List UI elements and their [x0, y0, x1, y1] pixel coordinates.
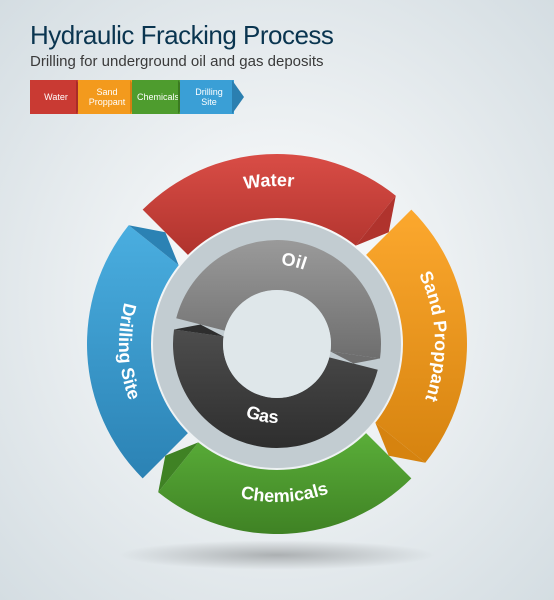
legend-label: SandProppant [89, 87, 126, 107]
page-subtitle: Drilling for underground oil and gas dep… [30, 53, 524, 70]
page-title: Hydraulic Fracking Process [30, 20, 524, 51]
legend-label: Chemicals [137, 92, 179, 102]
legend-label: Water [44, 92, 68, 102]
legend-item: SandProppant [78, 80, 132, 114]
center-hole [223, 290, 331, 398]
cycle-diagram: WaterSand ProppantChemicalsDrilling Site… [30, 134, 524, 554]
legend-bar: Water SandProppant Chemicals DrillingSit… [30, 80, 524, 114]
legend-item: Water [30, 80, 78, 114]
legend-label: DrillingSite [195, 87, 223, 107]
legend-item: DrillingSite [180, 80, 234, 114]
chevron-icon [232, 80, 244, 114]
legend-item: Chemicals [132, 80, 180, 114]
